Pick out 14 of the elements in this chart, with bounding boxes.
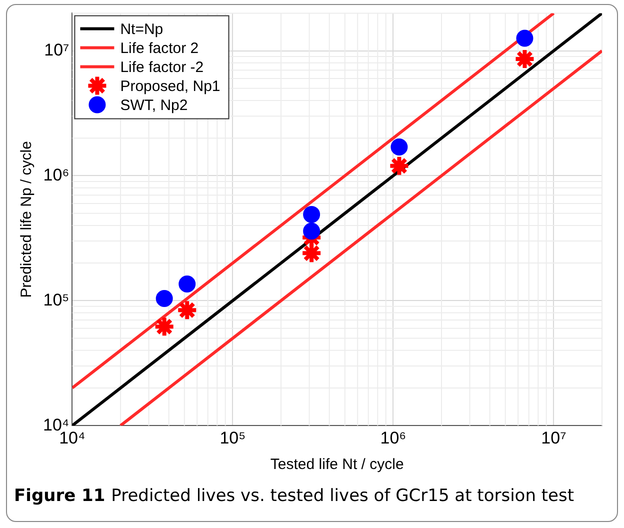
- y-tick-label: 10⁶: [43, 165, 70, 184]
- x-tick-label: 10⁶: [380, 428, 406, 448]
- y-tick-label: 10⁷: [44, 40, 70, 60]
- legend-label: Proposed, Np1: [120, 78, 220, 95]
- legend-label: Nt=Np: [120, 20, 164, 38]
- legend-label: Life factor -2: [120, 58, 204, 76]
- y-tick-label: 10⁵: [43, 290, 70, 310]
- x-tick-label: 10⁵: [220, 428, 246, 448]
- y-axis-title: Predicted life Np / cycle: [18, 141, 36, 298]
- caption: Figure 11 Predicted lives vs. tested lives of GCr15 at torsion test: [14, 486, 574, 506]
- legend-label: Life factor 2: [120, 40, 199, 57]
- legend-label: SWT, Np2: [120, 96, 188, 114]
- x-axis-title: Tested life Nt / cycle: [270, 456, 404, 474]
- x-tick-label: 10⁷: [541, 428, 566, 448]
